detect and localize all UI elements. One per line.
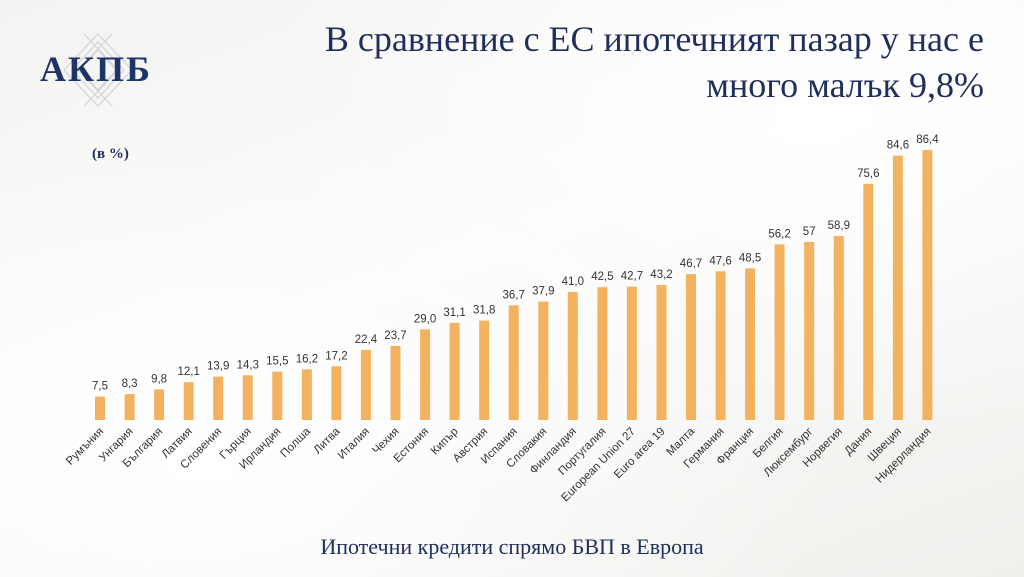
bar-27: [863, 183, 874, 420]
value-label-5: 13,9: [207, 361, 229, 373]
bar-25: [804, 241, 815, 420]
unit-label: (в %): [92, 146, 129, 162]
bar-11: [390, 345, 401, 420]
value-label-22: 47,6: [709, 255, 731, 267]
value-label-28: 84,6: [887, 140, 909, 152]
bar-10: [360, 350, 371, 420]
value-label-9: 17,2: [325, 350, 347, 362]
bar-8: [301, 369, 312, 420]
bar-28: [892, 155, 903, 420]
category-label-10: Италия: [336, 426, 372, 462]
value-label-11: 23,7: [384, 330, 406, 342]
bar-6: [242, 375, 253, 420]
bar-1: [95, 396, 105, 420]
value-label-6: 14,3: [237, 359, 259, 371]
value-label-25: 57: [803, 226, 816, 238]
logo-emblem-icon: [63, 33, 133, 107]
value-label-15: 36,7: [503, 289, 525, 301]
value-label-4: 12,1: [178, 366, 200, 378]
bar-16: [538, 301, 549, 420]
value-label-27: 75,6: [857, 168, 879, 180]
logo-text: АКПБ: [40, 49, 152, 89]
value-label-1: 7,5: [92, 381, 108, 393]
value-label-10: 22,4: [355, 334, 378, 346]
value-label-20: 43,2: [650, 269, 672, 281]
category-label-1: Румъния: [64, 426, 106, 468]
value-label-8: 16,2: [296, 353, 318, 365]
value-label-23: 48,5: [739, 252, 761, 264]
value-label-21: 46,7: [680, 258, 702, 270]
bar-20: [656, 285, 667, 420]
value-label-7: 15,5: [266, 356, 288, 368]
value-label-19: 42,7: [621, 271, 643, 283]
value-label-12: 29,0: [414, 313, 436, 325]
bar-4: [183, 382, 194, 420]
bar-23: [745, 268, 756, 420]
bar-15: [508, 305, 519, 420]
slide-title: В сравнение с ЕС ипотечният пазар у нас …: [224, 16, 984, 108]
bar-22: [715, 271, 726, 421]
value-label-14: 31,8: [473, 305, 495, 317]
chart-caption: Ипотечни кредити спрямо БВП в Европа: [320, 534, 704, 559]
value-label-29: 86,4: [916, 134, 939, 146]
value-label-24: 56,2: [768, 228, 790, 240]
value-label-18: 42,5: [591, 271, 613, 283]
value-label-26: 58,9: [828, 220, 850, 232]
value-label-17: 41,0: [562, 276, 584, 288]
bar-18: [597, 287, 608, 420]
title-line-1: В сравнение с ЕС ипотечният пазар у нас …: [324, 19, 984, 59]
bar-21: [686, 274, 696, 420]
bar-3: [154, 389, 165, 420]
bar-7: [272, 371, 283, 420]
value-label-16: 37,9: [532, 286, 554, 298]
bar-26: [833, 235, 844, 420]
title-line-2: много малък 9,8%: [706, 65, 984, 105]
category-label-29: Нидерландия: [874, 426, 934, 486]
bar-29: [922, 150, 933, 420]
bar-13: [449, 322, 460, 420]
bar-5: [213, 376, 224, 420]
bar-17: [567, 291, 578, 420]
value-label-2: 8,3: [122, 378, 138, 390]
bar-12: [420, 329, 431, 420]
bar-9: [331, 366, 342, 421]
bar-14: [479, 320, 490, 420]
value-label-3: 9,8: [151, 373, 167, 385]
bar-24: [774, 244, 785, 420]
bar-19: [626, 286, 637, 420]
bar-2: [124, 394, 135, 420]
value-label-13: 31,1: [443, 307, 465, 319]
category-label-8: Полша: [279, 425, 314, 460]
